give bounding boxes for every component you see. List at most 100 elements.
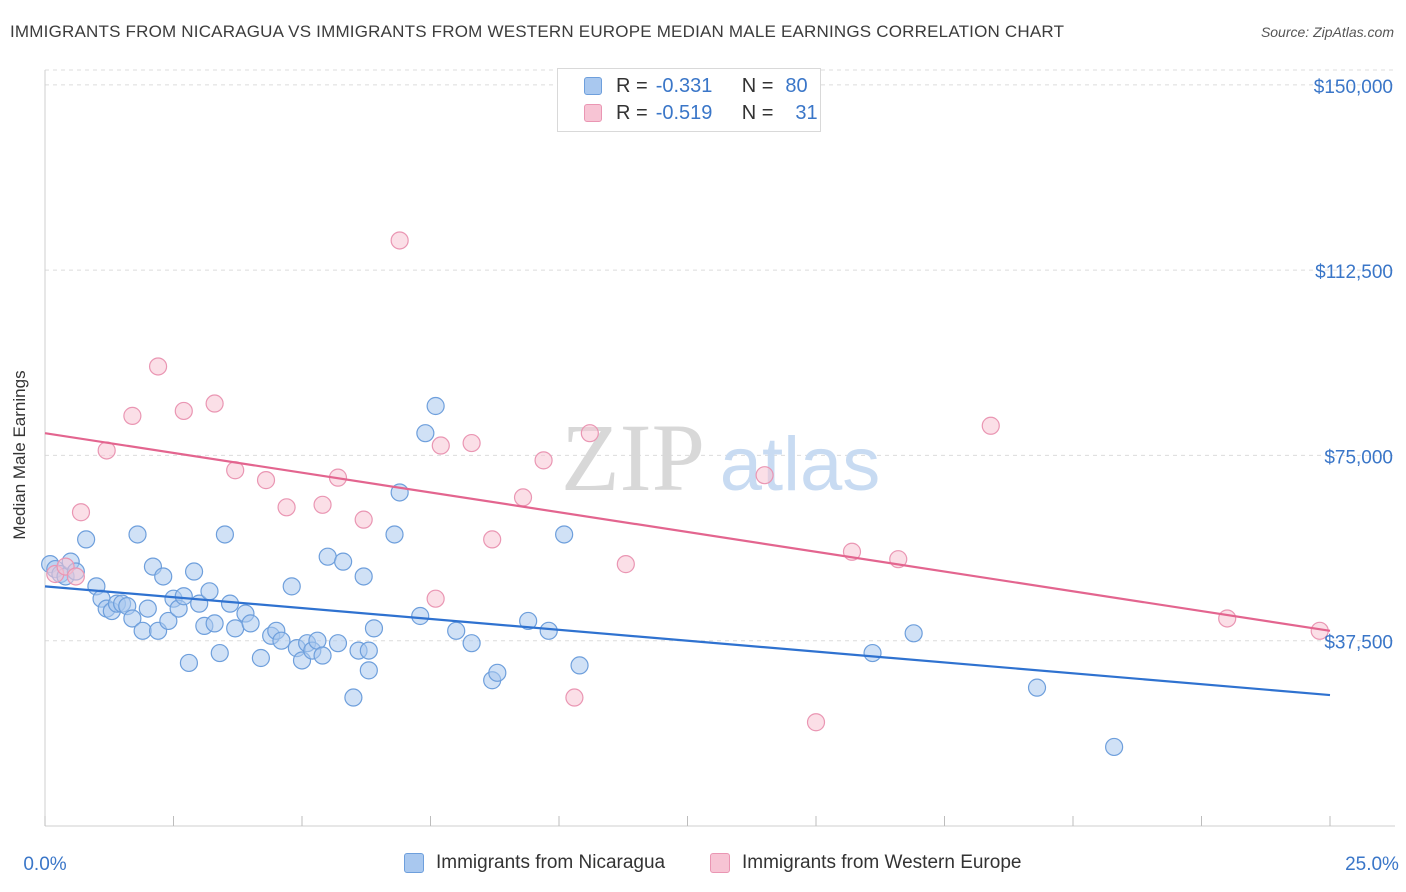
data-point-series1 <box>174 587 193 606</box>
data-point-series1 <box>200 582 219 601</box>
legend-swatch-series2 <box>584 104 602 122</box>
legend-row-series1: R = -0.331 N = 80 <box>584 73 808 99</box>
series-legend-swatch-2 <box>710 853 730 873</box>
y-tick-label: $112,500 <box>1315 262 1393 283</box>
data-point-series1 <box>154 567 173 586</box>
series-legend-label-2: Immigrants from Western Europe <box>742 852 1022 873</box>
data-point-series2 <box>616 555 635 574</box>
data-point-series2 <box>174 401 193 421</box>
watermark-atlas: atlas <box>720 422 881 507</box>
legend-n-value: 80 <box>785 74 808 97</box>
data-point-series2 <box>66 567 85 586</box>
data-point-series1 <box>364 619 384 638</box>
legend: R = -0.331 N = 80 R = -0.519 N = 31 <box>557 68 821 132</box>
data-point-series1 <box>282 577 301 596</box>
data-point-series2 <box>534 451 553 470</box>
data-point-series1 <box>220 594 240 613</box>
data-point-series1 <box>1027 678 1047 697</box>
data-point-series2 <box>513 488 533 507</box>
data-point-series1 <box>904 624 923 643</box>
data-point-series2 <box>806 713 826 732</box>
data-point-series2 <box>565 688 584 707</box>
source-label: Source: ZipAtlas.com <box>1260 24 1394 40</box>
series-legend: Immigrants from Nicaragua Immigrants fro… <box>0 852 1406 878</box>
chart-title: IMMIGRANTS FROM NICARAGUA VS IMMIGRANTS … <box>10 22 1065 41</box>
data-point-series1 <box>488 663 507 682</box>
data-point-series1 <box>1105 737 1124 757</box>
data-point-series2 <box>71 503 91 522</box>
data-point-series1 <box>241 614 260 633</box>
data-point-series1 <box>123 609 142 628</box>
data-point-series2 <box>426 589 445 608</box>
data-point-series1 <box>411 606 430 626</box>
data-point-series1 <box>205 614 224 633</box>
data-point-series2 <box>390 231 409 250</box>
data-point-series1 <box>215 525 234 544</box>
trend-line-series2 <box>44 432 1331 632</box>
data-point-series1 <box>447 621 466 640</box>
data-point-series1 <box>318 547 337 566</box>
data-point-series1 <box>334 552 353 571</box>
data-point-series1 <box>344 688 363 707</box>
y-tick-label: $75,000 <box>1324 447 1393 468</box>
legend-r-label: R = <box>616 74 648 97</box>
x-tick-label: 0.0% <box>23 854 66 875</box>
data-point-series2 <box>256 471 276 490</box>
y-tick-label: $37,500 <box>1324 633 1393 654</box>
y-tick-label: $150,000 <box>1314 77 1393 98</box>
data-point-series1 <box>272 631 291 650</box>
data-point-series1 <box>184 562 204 581</box>
legend-row-series2: R = -0.519 N = 31 <box>584 100 818 126</box>
y-axis-label: Median Male Earnings <box>10 370 29 540</box>
data-point-series2 <box>462 433 481 453</box>
data-point-series2 <box>148 357 168 376</box>
watermark-zip: ZIP <box>561 404 705 511</box>
data-point-series1 <box>416 424 435 443</box>
data-point-series1 <box>179 653 199 673</box>
data-point-series1 <box>133 621 152 640</box>
data-point-series1 <box>128 525 147 544</box>
data-point-series2 <box>123 406 142 425</box>
data-point-series1 <box>313 646 332 665</box>
data-point-series2 <box>981 416 1000 435</box>
data-point-series2 <box>755 466 774 485</box>
data-point-series2 <box>431 436 450 455</box>
data-point-series1 <box>159 611 178 631</box>
data-point-series1 <box>251 648 270 668</box>
data-point-series1 <box>138 599 157 618</box>
data-point-series1 <box>77 530 96 549</box>
data-point-series1 <box>354 567 373 586</box>
data-point-series2 <box>580 424 599 443</box>
legend-r-value: -0.331 <box>655 74 713 97</box>
data-point-series2 <box>1218 609 1237 628</box>
data-point-series1 <box>210 643 229 663</box>
data-point-series2 <box>313 495 332 514</box>
data-point-series1 <box>570 656 589 675</box>
data-point-series1 <box>359 641 378 660</box>
data-point-series1 <box>359 661 378 680</box>
data-point-series1 <box>226 619 245 638</box>
data-point-series2 <box>483 530 502 549</box>
trend-line-series1 <box>44 585 1331 697</box>
x-tick-label: 25.0% <box>1345 854 1399 875</box>
series-legend-swatch-1 <box>404 853 424 873</box>
data-point-series2 <box>205 394 224 413</box>
data-point-series2 <box>354 510 373 529</box>
data-point-series1 <box>555 525 574 544</box>
watermark: ZIP atlas <box>561 404 880 511</box>
data-point-series1 <box>328 634 348 653</box>
series-legend-item-2[interactable]: Immigrants from Western Europe <box>710 852 1021 874</box>
legend-swatch-series1 <box>584 77 602 95</box>
legend-r-label: R = <box>616 101 648 124</box>
series-legend-label-1: Immigrants from Nicaragua <box>436 852 666 873</box>
legend-n-label: N = <box>741 74 774 97</box>
data-point-series1 <box>385 525 404 544</box>
series-legend-item-1[interactable]: Immigrants from Nicaragua <box>404 852 665 874</box>
data-point-series1 <box>462 634 481 653</box>
legend-r-value: -0.519 <box>655 101 713 124</box>
data-point-series1 <box>519 611 538 631</box>
legend-n-label: N = <box>741 101 774 124</box>
data-point-series2 <box>277 498 296 517</box>
data-point-series1 <box>863 643 882 663</box>
